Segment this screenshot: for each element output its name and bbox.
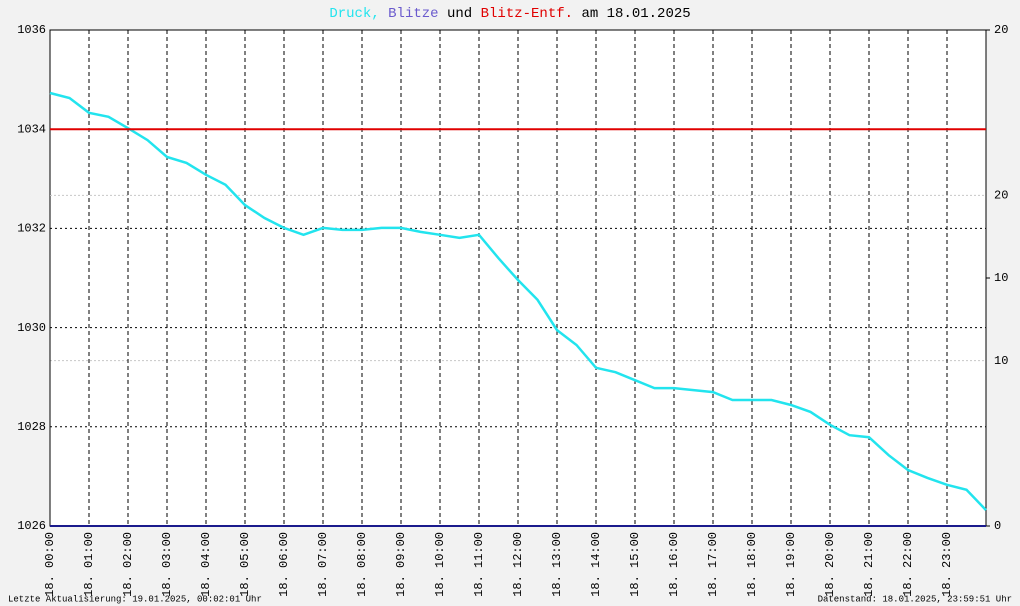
chart-title: Druck, Blitze und Blitz-Entf. am 18.01.2… [329, 6, 690, 22]
x-tick-label: 18. 00:00 [43, 532, 57, 597]
x-tick-label: 18. 01:00 [82, 532, 96, 597]
x-tick-label: 18. 13:00 [550, 532, 564, 597]
x-tick-label: 18. 20:00 [823, 532, 837, 597]
x-tick-label: 18. 10:00 [433, 532, 447, 597]
x-tick-label: 18. 05:00 [238, 532, 252, 597]
x-tick-label: 18. 22:00 [901, 532, 915, 597]
x-tick-label: 18. 07:00 [316, 532, 330, 597]
title-part: Druck, [329, 6, 379, 22]
title-part: am 18.01.2025 [581, 6, 690, 22]
series-line [49, 91, 987, 511]
x-tick-label: 18. 16:00 [667, 532, 681, 597]
x-tick-label: 18. 03:00 [160, 532, 174, 597]
title-part: Blitze [388, 6, 438, 22]
x-tick-label: 18. 23:00 [940, 532, 954, 597]
y3-tick-label: 10 [994, 354, 1008, 368]
x-tick-label: 18. 06:00 [277, 532, 291, 597]
y2-tick-label: 0 [994, 519, 1001, 533]
y3-tick-label: 20 [994, 189, 1008, 203]
y-tick-label: 1034 [17, 122, 46, 136]
footer-left: Letzte Aktualisierung: 19.01.2025, 00:02… [8, 594, 262, 604]
x-tick-label: 18. 09:00 [394, 532, 408, 597]
x-tick-label: 18. 02:00 [121, 532, 135, 597]
x-tick-label: 18. 17:00 [706, 532, 720, 597]
y-tick-label: 1032 [17, 222, 46, 236]
y-tick-label: 1036 [17, 23, 46, 37]
x-tick-label: 18. 14:00 [589, 532, 603, 597]
x-tick-label: 18. 12:00 [511, 532, 525, 597]
x-tick-label: 18. 11:00 [472, 532, 486, 597]
x-tick-label: 18. 04:00 [199, 532, 213, 597]
x-tick-label: 18. 21:00 [862, 532, 876, 597]
title-part: Blitz-Entf. [481, 6, 573, 22]
y-tick-label: 1028 [17, 420, 46, 434]
y2-tick-label: 10 [994, 271, 1008, 285]
x-tick-label: 18. 08:00 [355, 532, 369, 597]
title-part: und [447, 6, 472, 22]
footer-right: Datenstand: 18.01.2025, 23:59:51 Uhr [818, 594, 1012, 604]
x-tick-label: 18. 19:00 [784, 532, 798, 597]
x-tick-label: 18. 18:00 [745, 532, 759, 597]
x-tick-label: 18. 15:00 [628, 532, 642, 597]
y-tick-label: 1030 [17, 321, 46, 335]
y-tick-label: 1026 [17, 519, 46, 533]
y2-tick-label: 20 [994, 23, 1008, 37]
